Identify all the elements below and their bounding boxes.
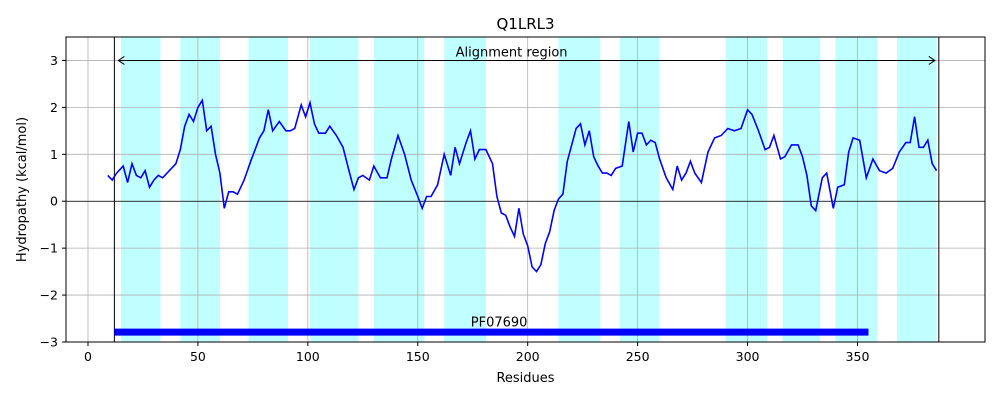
x-tick-label: 50: [190, 349, 206, 364]
hydrophobic-band: [373, 37, 425, 342]
y-tick-label: 2: [50, 100, 58, 115]
y-tick-label: 3: [50, 53, 58, 68]
hydropathy-line: [107, 98, 938, 273]
plot-frame: [65, 36, 986, 343]
axis-ticks: 0 50 100 150 200 250 300 350 −3 −2 −1 0 1 2 3: [40, 53, 870, 364]
hydrophobic-band: [310, 37, 359, 342]
y-tick-label: −2: [40, 288, 58, 303]
alignment-bands: [120, 37, 937, 342]
y-tick-label: 1: [50, 147, 58, 162]
hydrophobic-band: [897, 37, 937, 342]
annotations: Alignment region PF07690: [114, 45, 936, 336]
x-axis-label: Residues: [496, 371, 554, 386]
hydrophobic-band: [782, 37, 821, 342]
x-tick-label: 0: [84, 349, 92, 364]
y-tick-label: −3: [40, 335, 58, 350]
alignment-region-label: Alignment region: [456, 45, 568, 60]
hydrophobic-band: [725, 37, 768, 342]
x-tick-label: 200: [516, 349, 540, 364]
hydrophobic-band: [180, 37, 220, 342]
y-tick-label: 0: [50, 194, 58, 209]
hydrophobic-band: [835, 37, 878, 342]
hydrophobic-band: [248, 37, 289, 342]
x-tick-label: 100: [296, 349, 320, 364]
alignment-arrow-right-head: [928, 56, 936, 65]
alignment-arrow-left-head: [117, 56, 125, 65]
x-tick-label: 300: [736, 349, 760, 364]
chart-title: Q1LRL3: [496, 15, 554, 33]
domain-label: PF07690: [471, 316, 528, 331]
x-tick-label: 150: [406, 349, 430, 364]
hydrophobic-band: [558, 37, 601, 342]
y-axis-label: Hydropathy (kcal/mol): [15, 117, 30, 262]
hydrophobic-band: [120, 37, 161, 342]
hydrophobic-band: [444, 37, 486, 342]
x-tick-label: 250: [626, 349, 650, 364]
y-tick-label: −1: [40, 241, 58, 256]
x-tick-label: 350: [846, 349, 870, 364]
domain-bar: [114, 328, 869, 336]
hydrophobic-band: [620, 37, 660, 342]
